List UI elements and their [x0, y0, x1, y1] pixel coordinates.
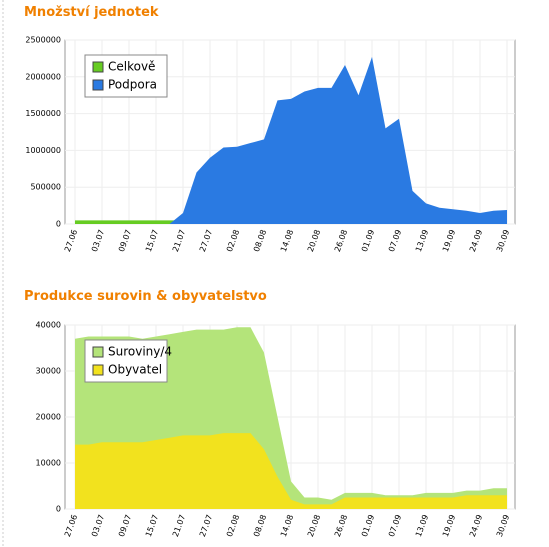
y-tick-label: 30000: [36, 367, 61, 376]
y-tick-label: 0: [56, 220, 61, 229]
x-tick-label: 03.07: [90, 228, 106, 253]
area-series: [75, 220, 183, 224]
x-tick-label: 08.08: [252, 228, 268, 253]
x-tick-label: 15.07: [144, 513, 160, 538]
legend-swatch: [92, 346, 104, 358]
area-series: [75, 56, 507, 224]
x-tick-label: 20.08: [306, 513, 322, 538]
x-tick-label: 27.07: [198, 228, 214, 253]
x-tick-label: 08.08: [252, 513, 268, 538]
legend-swatch: [92, 364, 104, 376]
x-tick-label: 07.09: [387, 228, 403, 253]
y-tick-label: 1500000: [25, 109, 61, 118]
x-tick-label: 01.09: [360, 228, 376, 253]
legend-swatch: [92, 79, 104, 91]
y-tick-label: 2500000: [25, 36, 61, 45]
x-tick-label: 26.08: [333, 228, 349, 253]
legend-swatch: [92, 61, 104, 73]
x-tick-label: 24.09: [468, 228, 484, 253]
y-tick-label: 500000: [30, 183, 61, 192]
y-tick-label: 1000000: [25, 146, 61, 155]
x-tick-label: 15.07: [144, 228, 160, 253]
x-tick-label: 01.09: [360, 513, 376, 538]
x-tick-label: 20.08: [306, 228, 322, 253]
legend-label: Obyvatel: [108, 363, 162, 377]
x-tick-label: 09.07: [117, 513, 133, 538]
x-tick-label: 19.09: [441, 513, 457, 538]
x-tick-label: 13.09: [414, 228, 430, 253]
chart-title: Množství jednotek: [24, 5, 159, 20]
y-tick-label: 40000: [36, 321, 61, 330]
x-tick-label: 30.09: [495, 228, 511, 253]
legend-label: Celkově: [108, 60, 155, 74]
x-tick-label: 30.09: [495, 513, 511, 538]
x-tick-label: 03.07: [90, 513, 106, 538]
x-tick-label: 07.09: [387, 513, 403, 538]
x-tick-label: 26.08: [333, 513, 349, 538]
legend-label: Podpora: [108, 78, 157, 92]
x-tick-label: 13.09: [414, 513, 430, 538]
x-tick-label: 21.07: [171, 228, 187, 253]
x-tick-label: 19.09: [441, 228, 457, 253]
x-tick-label: 02.08: [225, 513, 241, 538]
x-tick-label: 27.06: [63, 513, 79, 538]
x-tick-label: 21.07: [171, 513, 187, 538]
x-tick-label: 27.06: [63, 228, 79, 253]
x-tick-label: 02.08: [225, 228, 241, 253]
x-tick-label: 14.08: [279, 513, 295, 538]
y-tick-label: 2000000: [25, 72, 61, 81]
chart-title: Produkce surovin & obyvatelstvo: [24, 289, 267, 304]
y-tick-label: 10000: [36, 459, 61, 468]
x-tick-label: 24.09: [468, 513, 484, 538]
y-tick-label: 20000: [36, 413, 61, 422]
x-tick-label: 09.07: [117, 228, 133, 253]
x-tick-label: 14.08: [279, 228, 295, 253]
legend-label: Suroviny/4: [108, 345, 172, 359]
y-tick-label: 0: [56, 505, 61, 514]
x-tick-label: 27.07: [198, 513, 214, 538]
area-series: [75, 433, 507, 509]
